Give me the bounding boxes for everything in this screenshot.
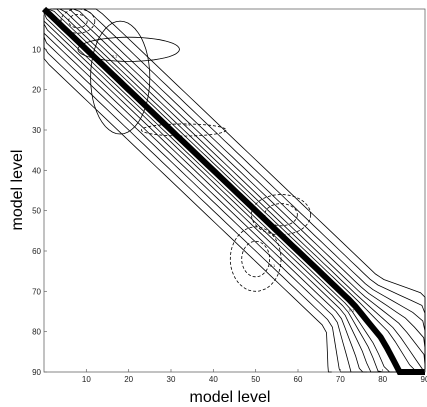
- band-contour-line: [43, 12, 412, 373]
- y-tick-label: 10: [32, 45, 41, 54]
- band-contour-line: [50, 8, 426, 373]
- band-contour-line: [53, 8, 426, 372]
- y-tick-label: 40: [32, 166, 41, 175]
- band-contour-line: [43, 17, 393, 373]
- band-contour-line: [47, 8, 425, 373]
- band-contour-line: [60, 8, 426, 372]
- x-tick-label: 30: [167, 375, 176, 384]
- x-tick-label: 10: [82, 375, 91, 384]
- y-tick-label: 60: [32, 247, 41, 256]
- x-tick-label: 60: [294, 375, 303, 384]
- y-axis-ticks: 10 20 30 40 50 60 70 80 90: [32, 45, 47, 377]
- negative-contour-line: [60, 8, 96, 34]
- band-contour-line: [43, 15, 403, 373]
- contour-label: 0.1: [349, 308, 355, 313]
- negative-contour-line: [140, 123, 227, 137]
- x-tick-label: 40: [209, 375, 218, 384]
- y-axis-title: model level: [9, 150, 26, 231]
- x-tick-label: 20: [124, 375, 133, 384]
- band-contour-line: [43, 21, 381, 373]
- contour-label: 0.1: [112, 53, 118, 58]
- contour-labels: 0.1 0.1 -0.1 -0.1 0.1: [57, 17, 355, 312]
- contour-label: 0.1: [57, 17, 63, 22]
- band-contour-line: [65, 8, 426, 370]
- negative-contour-line: [241, 240, 271, 278]
- y-tick-label: 30: [32, 126, 41, 135]
- x-tick-label: 90: [421, 375, 427, 384]
- x-tick-label: 80: [378, 375, 387, 384]
- contour-label: -0.1: [268, 263, 276, 268]
- band-contour-line: [43, 34, 332, 373]
- y-tick-label: 80: [32, 328, 41, 337]
- contour-label: -0.1: [184, 122, 192, 127]
- positive-contour-line: [90, 20, 151, 135]
- band-contour-line: [43, 29, 351, 373]
- y-tick-label: 50: [32, 207, 41, 216]
- band-contour-line: [56, 8, 426, 372]
- negative-contour-line: [68, 13, 88, 29]
- x-tick-label: 50: [251, 375, 260, 384]
- y-tick-label: 90: [32, 368, 41, 377]
- band-core-line: [41, 6, 425, 375]
- positive-contour-line: [77, 36, 180, 62]
- x-tick-label: 70: [336, 375, 345, 384]
- x-axis-title: model level: [190, 389, 271, 406]
- x-axis-ticks: 10 20 30 40 50 60 70 80 90: [82, 369, 427, 384]
- negative-contour-line: [229, 226, 282, 292]
- band-contour-line: [70, 8, 426, 357]
- y-tick-label: 20: [32, 86, 41, 95]
- y-tick-label: 70: [32, 287, 41, 296]
- contour-lines: [41, 6, 426, 375]
